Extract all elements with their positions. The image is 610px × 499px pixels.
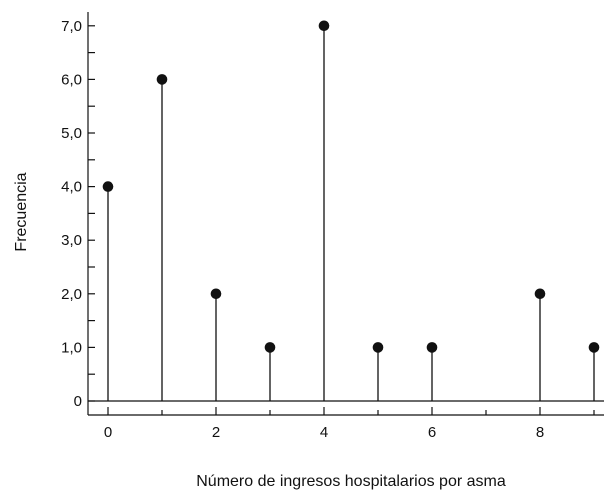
y-axis-title: Frecuencia [13,172,30,251]
stem-marker [426,342,438,353]
x-axis-title: Número de ingresos hospitalarios por asm… [196,473,506,490]
x-tick-label: 2 [212,424,220,441]
stem-marker [156,74,168,85]
stem-marker [210,288,222,300]
y-tick-label: 1,0 [61,339,82,356]
stem-marker [102,181,114,192]
y-tick-label: 7,0 [61,18,82,35]
x-tick-label: 6 [428,424,436,441]
x-tick-label: 8 [536,424,544,441]
stem-marker [534,288,546,300]
y-axis-ticks: 0 1,0 2,0 3,0 4,0 5,0 6,0 7,0 [61,18,95,410]
y-tick-label: 2,0 [61,286,82,303]
x-tick-label: 4 [320,424,328,441]
y-tick-label: 4,0 [61,179,82,196]
stem-marker [588,342,600,353]
y-tick-label: 3,0 [61,232,82,249]
y-tick-label: 6,0 [61,71,82,88]
y-tick-label: 5,0 [61,125,82,142]
x-axis-ticks: 0 2 4 6 8 [104,407,595,441]
stem-marker [318,20,330,32]
y-tick-label: 0 [74,393,82,410]
stem-marker [264,342,276,353]
stem-marker [372,342,384,353]
plot-frame [87,12,604,416]
x-tick-label: 0 [104,424,112,441]
stem-series [102,20,600,401]
